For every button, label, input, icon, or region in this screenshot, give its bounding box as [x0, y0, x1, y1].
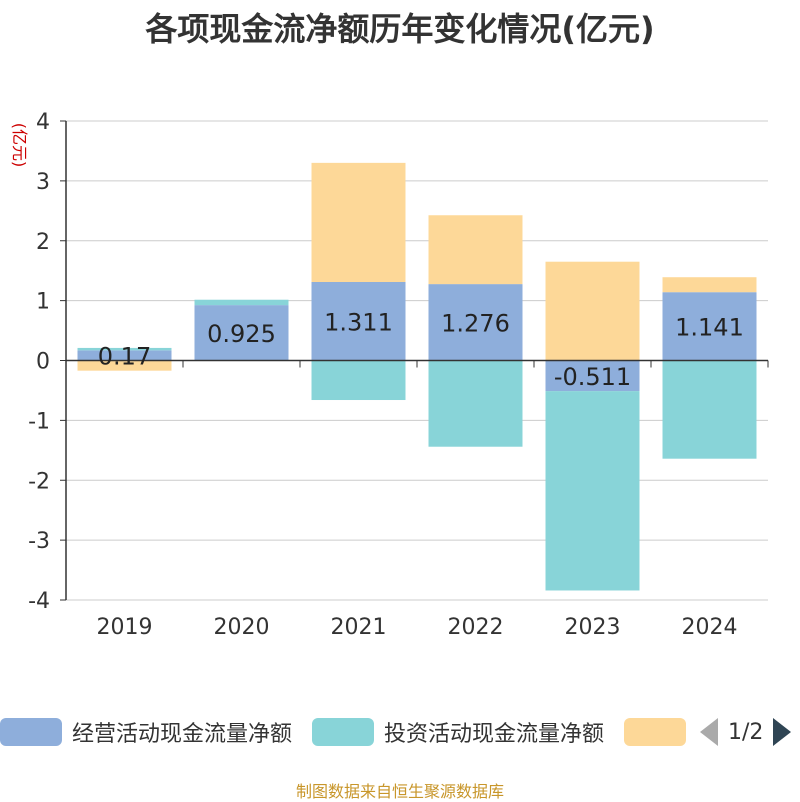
data-label-2024: 1.141 — [675, 313, 744, 341]
legend: 经营活动现金流量净额 投资活动现金流量净额 — [0, 716, 716, 748]
bar-s0-2020 — [194, 305, 289, 361]
legend-pager: 1/2 — [700, 718, 792, 746]
bar-s0-2022 — [428, 284, 523, 361]
legend-label-operating: 经营活动现金流量净额 — [72, 722, 293, 747]
bar-s2-2024 — [662, 277, 757, 293]
grid-lines — [66, 120, 768, 601]
y-tick-label-6: -2 — [28, 469, 50, 494]
data-label-2023: -0.511 — [554, 363, 631, 391]
bar-s1-2020 — [194, 299, 289, 306]
chart-title: 各项现金流净额历年变化情况(亿元) — [145, 10, 655, 48]
bar-s2-2019 — [77, 360, 172, 371]
legend-page-indicator: 1/2 — [728, 719, 764, 745]
legend-label-investing: 投资活动现金流量净额 — [384, 722, 605, 747]
bars — [77, 162, 757, 591]
legend-item-third-series[interactable] — [624, 718, 696, 746]
bar-s0-2023 — [545, 360, 640, 392]
source-note: 制图数据来自恒生聚源数据库 — [295, 782, 504, 801]
data-label-2022: 1.276 — [441, 309, 510, 337]
data-label-2019: 0.17 — [98, 342, 151, 370]
bar-s2-2023 — [545, 261, 640, 361]
legend-swatch-operating — [0, 718, 62, 746]
x-tick-label-2024: 2024 — [682, 615, 738, 640]
legend-item-investing[interactable]: 投资活动现金流量净额 — [312, 716, 604, 748]
x-tick-label-2021: 2021 — [331, 615, 387, 640]
y-tick-label-4: 0 — [36, 350, 50, 375]
x-tick-label-2022: 2022 — [448, 615, 504, 640]
bar-s1-2023 — [545, 391, 640, 591]
bar-s1-2024 — [662, 360, 757, 459]
y-tick-label-7: -3 — [28, 529, 50, 554]
data-label-2021: 1.311 — [324, 308, 393, 336]
y-tick-label-2: 2 — [36, 230, 50, 255]
axes: 4 3 2 1 0 -1 -2 -3 -4 2019 2020 2021 2022 2023 2024 — [28, 110, 769, 640]
legend-swatch-third-series — [624, 718, 687, 746]
bar-s2-2022 — [428, 215, 523, 285]
y-axis-label: (亿元) — [10, 123, 29, 168]
data-label-2020: 0.925 — [207, 320, 276, 348]
chevron-right-icon[interactable] — [773, 718, 792, 746]
y-tick-label-5: -1 — [28, 409, 50, 434]
chevron-left-icon[interactable] — [700, 718, 718, 746]
bar-s0-2019 — [77, 350, 172, 361]
x-tick-label-2020: 2020 — [214, 615, 270, 640]
y-tick-label-3: 1 — [36, 290, 50, 315]
legend-item-operating[interactable]: 经营活动现金流量净额 — [0, 716, 292, 748]
legend-swatch-investing — [312, 718, 375, 746]
y-tick-label-1: 3 — [36, 170, 50, 195]
bar-s0-2024 — [662, 292, 757, 361]
x-tick-label-2019: 2019 — [97, 615, 153, 640]
y-tick-label-8: -4 — [28, 589, 50, 614]
bar-s2-2021 — [311, 162, 406, 283]
y-tick-label-0: 4 — [36, 110, 50, 135]
data-labels: 0.17 0.925 1.311 1.276 -0.511 1.141 — [98, 308, 744, 391]
x-tick-label-2023: 2023 — [565, 615, 621, 640]
bar-s1-2019 — [77, 347, 172, 351]
bar-s1-2022 — [428, 360, 523, 447]
bar-s0-2021 — [311, 282, 406, 361]
bar-s1-2021 — [311, 360, 406, 401]
